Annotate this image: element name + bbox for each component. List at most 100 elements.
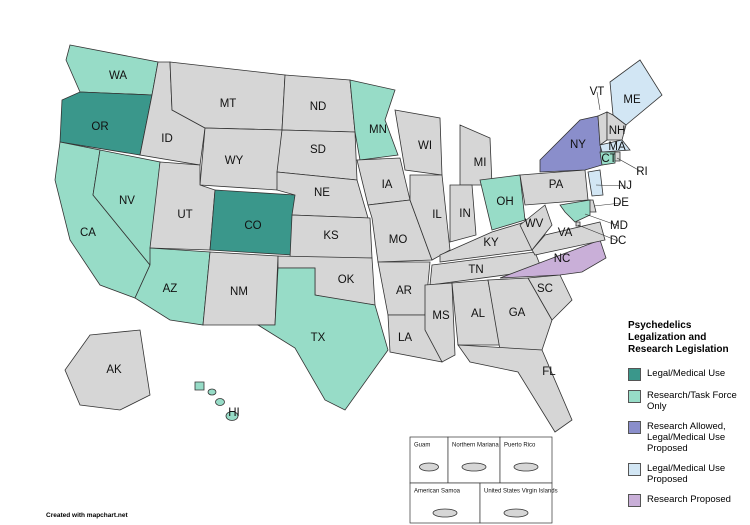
state-label: MD [610,220,628,232]
leader-line [595,184,626,187]
state [599,139,631,153]
state [424,282,456,363]
state-label: MI [474,157,487,169]
state-label: SC [537,283,553,295]
state [531,221,606,256]
state-label: CT [601,153,616,165]
leader-line [616,157,643,173]
state [256,267,389,411]
state-label: LA [398,332,412,344]
state-label: IA [382,179,393,191]
territory-shape [419,462,439,472]
state-label: OK [338,274,355,286]
territory-label: Puerto Rico [504,443,536,449]
state-label: OH [496,196,513,208]
state-label: OR [91,121,108,133]
state [597,111,608,146]
state-label: AL [471,308,486,320]
island [207,388,217,396]
legend-item: Research/Task Force Only [628,390,746,412]
state-label: SD [310,144,326,156]
legend-swatch [628,494,641,507]
state-label: NY [570,139,586,151]
state-label: CA [80,227,96,239]
state-label: VT [590,86,605,98]
state-label: NE [314,187,330,199]
territory-shape [503,508,529,518]
state [606,111,627,141]
state-label: WI [418,140,432,152]
state-label: AK [106,364,122,376]
state [587,169,604,197]
state [519,204,553,251]
state [459,124,493,186]
state-label: PA [549,179,564,191]
state-label: DC [610,235,627,247]
territory-shape [461,462,487,472]
legend-label: Research Allowed, Legal/Medical Use Prop… [647,421,726,454]
legend-label: Research Proposed [647,494,731,505]
state [609,59,663,126]
state [367,199,433,263]
state-label: NH [609,125,626,137]
state-label: TN [468,264,483,276]
state-label: MS [432,310,450,322]
state-label: NC [554,253,571,265]
state-label: GA [509,307,526,319]
state-label: VA [558,227,573,239]
state-label: MA [608,141,626,153]
state-label: KS [323,230,339,242]
state-label: NM [230,286,248,298]
state-label: CO [244,220,261,232]
state-label: AR [396,285,412,297]
state-label: IN [459,208,471,220]
leader-line [596,91,601,111]
state-label: MO [389,234,408,246]
state-label: AZ [163,283,178,295]
legend-swatch [628,368,641,381]
state-label: WA [109,70,127,82]
legend-swatch [628,390,641,403]
legend: Psychedelics Legalization and Research L… [628,320,746,516]
state-label: UT [177,209,192,221]
state [499,239,607,279]
state-label: KY [483,237,499,249]
legend-item: Research Proposed [628,494,746,507]
state-label: NJ [618,180,632,192]
state-label: ME [623,94,641,106]
state [349,79,399,161]
state [449,184,477,243]
credit: Created with mapchart.net [46,512,128,519]
state-label: WV [525,218,544,230]
legend-label: Legal/Medical Use Proposed [647,463,726,485]
legend-swatch [628,463,641,476]
state-label: MN [369,124,387,136]
state-label: WY [225,155,244,167]
territory-box [447,436,501,484]
territory-label: United States Virgin Islands [484,489,558,495]
island [225,411,239,421]
territory-label: American Samoa [414,489,461,495]
state-label: FL [542,366,556,378]
island [215,398,225,406]
state [559,199,591,223]
legend-label: Legal/Medical Use [647,368,726,379]
leader-line [584,213,620,227]
legend-label: Research/Task Force Only [647,390,737,412]
state [479,174,526,231]
state [59,91,153,156]
state-label: ND [310,101,327,113]
state [599,151,616,166]
state-label: ID [161,133,173,145]
state-label: NV [119,195,135,207]
state [614,151,621,162]
legend-swatch [628,421,641,434]
territory-label: Northern Mariana Islands [452,443,519,449]
state-label: IL [432,209,442,221]
state-label: HI [228,407,240,419]
territory-label: Guam [414,443,430,449]
state-label: TX [311,332,326,344]
territory-shape [432,508,458,518]
state [457,344,573,433]
